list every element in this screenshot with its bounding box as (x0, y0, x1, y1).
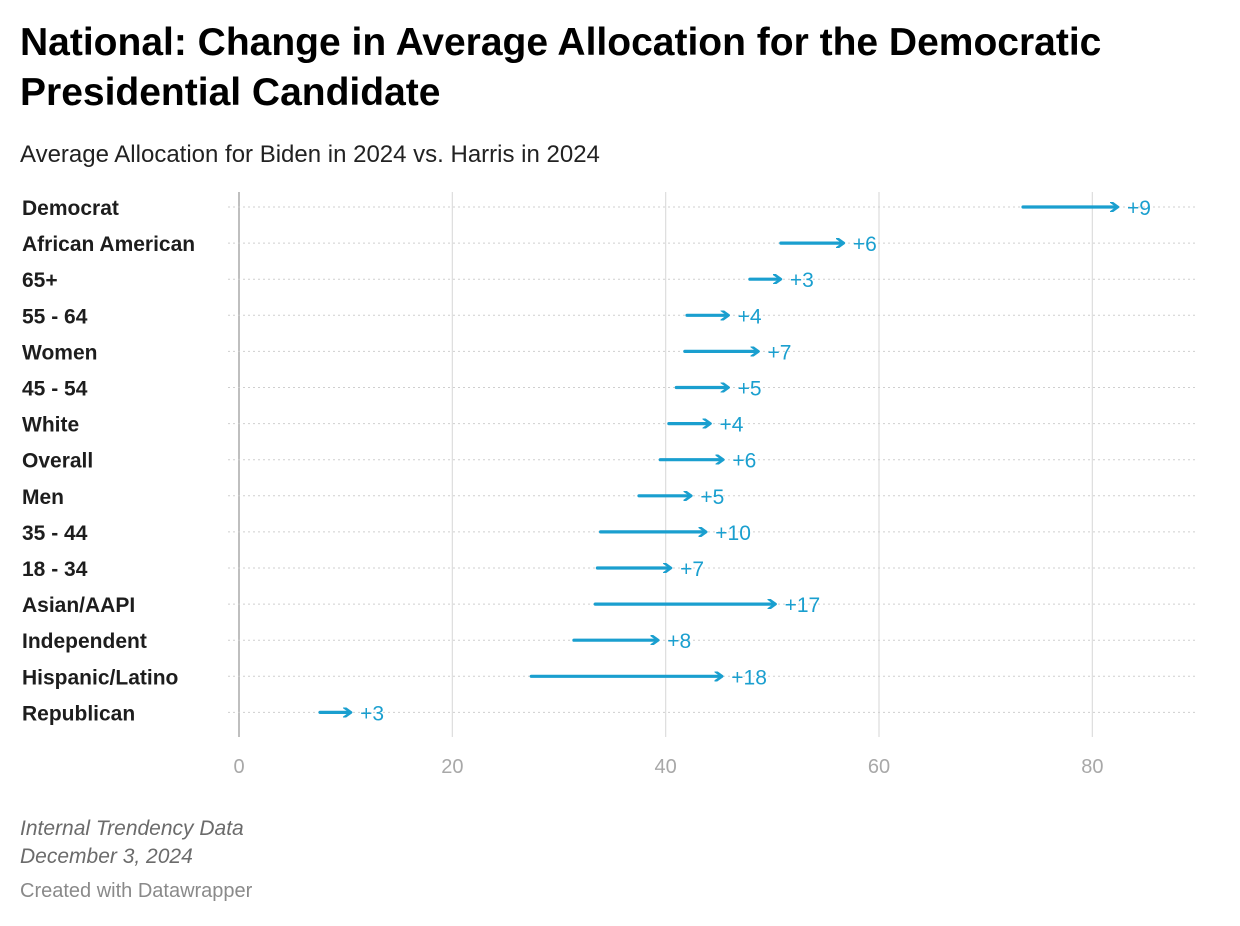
chart-subtitle: Average Allocation for Biden in 2024 vs.… (20, 141, 600, 168)
row-label: Hispanic/Latino (22, 666, 178, 689)
row-label: 35 - 44 (22, 522, 88, 545)
change-value-label: +3 (790, 269, 814, 292)
change-value-label: +3 (360, 702, 384, 725)
change-value-label: +5 (700, 486, 724, 509)
row-label: 55 - 64 (22, 305, 88, 328)
change-value-label: +5 (738, 378, 762, 401)
row-label: African American (22, 233, 195, 256)
row-label: Men (22, 486, 64, 509)
x-axis-ticks: 0 20 40 60 80 (233, 756, 1103, 778)
row-labels: Democrat African American 65+ 55 - 64 Women 4… (22, 197, 195, 725)
change-value-label: +6 (853, 233, 877, 256)
arrows: +9 +6 +3 +4 +7 +5 +4 +6 +5 +10 +7 +17 +8 +18 +3 (318, 197, 1151, 725)
change-value-label: +4 (738, 305, 762, 328)
chart-title: National: Change in Average Allocation f… (20, 21, 1102, 114)
row-label: 65+ (22, 269, 58, 292)
change-value-label: +8 (667, 630, 691, 653)
row-label: Asian/AAPI (22, 594, 135, 617)
change-value-label: +18 (731, 666, 767, 689)
datawrapper-credit: Created with Datawrapper (20, 880, 253, 902)
change-value-label: +7 (680, 558, 704, 581)
x-tick-label: 40 (655, 756, 677, 778)
change-value-label: +10 (715, 522, 751, 545)
x-tick-label: 20 (441, 756, 463, 778)
x-tick-label: 60 (868, 756, 890, 778)
row-label: 18 - 34 (22, 558, 88, 581)
change-value-label: +6 (732, 450, 756, 473)
source-notes: Internal Trendency Data December 3, 2024 (20, 815, 244, 871)
change-value-label: +7 (768, 341, 792, 364)
row-label: Women (22, 341, 97, 364)
arrow-chart: Democrat African American 65+ 55 - 64 Women 4… (22, 192, 1196, 778)
x-tick-label: 80 (1081, 756, 1103, 778)
row-label: 45 - 54 (22, 378, 88, 401)
row-label: Republican (22, 702, 135, 725)
row-label: White (22, 414, 79, 437)
row-label: Overall (22, 450, 93, 473)
change-value-label: +17 (785, 594, 821, 617)
row-label: Democrat (22, 197, 119, 220)
x-tick-label: 0 (233, 756, 244, 778)
gridlines (238, 192, 1093, 737)
change-value-label: +4 (720, 414, 744, 437)
date-line: December 3, 2024 (20, 845, 193, 868)
source-line: Internal Trendency Data (20, 817, 244, 840)
row-label: Independent (22, 630, 147, 653)
change-value-label: +9 (1127, 197, 1151, 220)
